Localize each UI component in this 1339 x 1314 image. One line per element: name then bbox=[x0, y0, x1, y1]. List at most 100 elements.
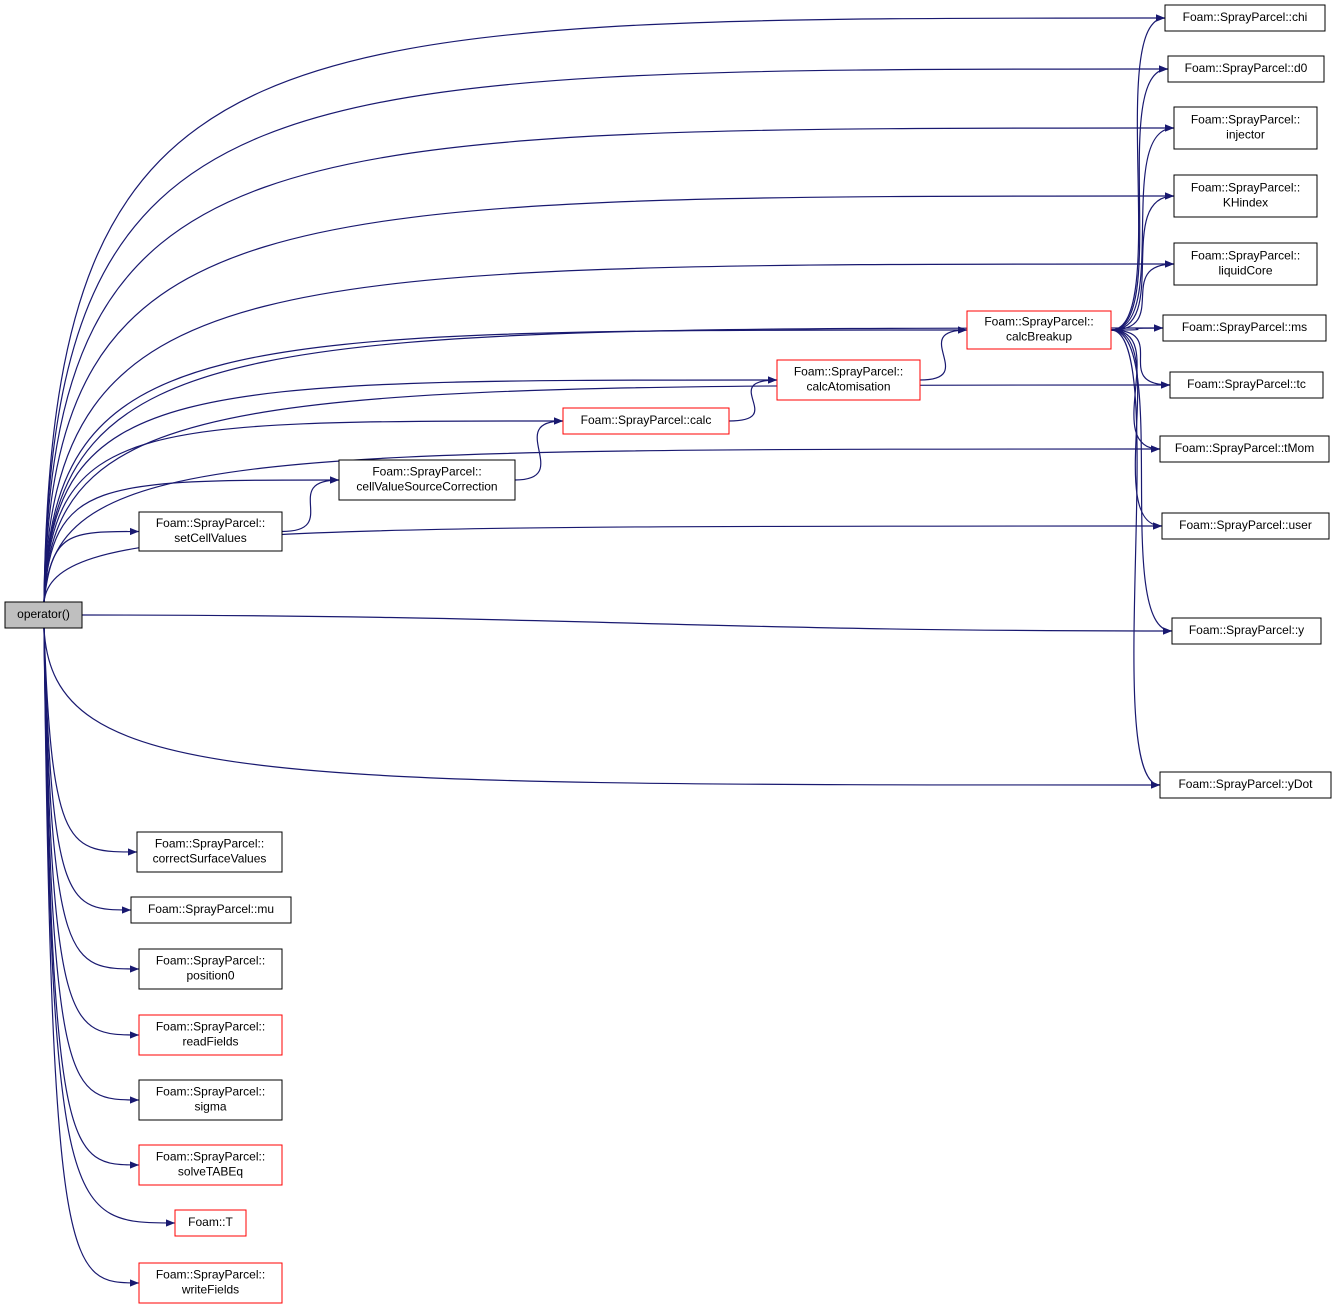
edge bbox=[43, 260, 1175, 603]
node-label: injector bbox=[1226, 128, 1265, 142]
edge bbox=[81, 614, 1173, 635]
node-box bbox=[1161, 512, 1330, 540]
edge bbox=[43, 445, 1161, 603]
node-box bbox=[136, 831, 283, 873]
node-label: Foam::SprayParcel::user bbox=[1179, 518, 1312, 532]
node-label: calcAtomisation bbox=[806, 380, 890, 394]
node-label: Foam::SprayParcel::y bbox=[1189, 623, 1304, 637]
edge bbox=[43, 14, 1166, 603]
node-box bbox=[1167, 55, 1325, 83]
node-box bbox=[138, 511, 283, 552]
node: Foam::SprayParcel::cellValueSourceCorrec… bbox=[338, 459, 516, 501]
node-box bbox=[174, 1209, 247, 1237]
node-box bbox=[130, 896, 292, 924]
edge bbox=[1110, 192, 1175, 331]
node-label: Foam::SprayParcel:: bbox=[156, 1085, 265, 1099]
edge bbox=[43, 627, 140, 1287]
node-label: Foam::SprayParcel::tc bbox=[1187, 377, 1306, 391]
node-box bbox=[562, 407, 730, 435]
node-label: readFields bbox=[182, 1035, 238, 1049]
node-box bbox=[1162, 314, 1327, 342]
node: Foam::SprayParcel::chi bbox=[1164, 4, 1326, 32]
node-label: Foam::SprayParcel::ms bbox=[1182, 320, 1307, 334]
edge bbox=[919, 326, 968, 381]
edge bbox=[43, 192, 1175, 603]
node-label: Foam::SprayParcel::tMom bbox=[1175, 441, 1314, 455]
node-label: liquidCore bbox=[1218, 264, 1272, 278]
node: Foam::SprayParcel::setCellValues bbox=[138, 511, 283, 552]
node-label: sigma bbox=[194, 1100, 226, 1114]
node-box bbox=[138, 1262, 283, 1304]
node-box bbox=[1173, 174, 1318, 218]
edge bbox=[1110, 324, 1164, 332]
node-label: Foam::SprayParcel::yDot bbox=[1178, 777, 1313, 791]
edge bbox=[1110, 260, 1175, 331]
node-box bbox=[1173, 242, 1318, 286]
node-label: Foam::SprayParcel:: bbox=[156, 1020, 265, 1034]
node-box bbox=[138, 1144, 283, 1186]
node-label: Foam::SprayParcel:: bbox=[372, 465, 481, 479]
edge bbox=[43, 376, 778, 603]
edge bbox=[43, 627, 176, 1227]
node: Foam::SprayParcel::writeFields bbox=[138, 1262, 283, 1304]
node-label: calcBreakup bbox=[1006, 330, 1072, 344]
node: Foam::SprayParcel::tMom bbox=[1159, 435, 1330, 463]
node-label: Foam::SprayParcel:: bbox=[1191, 249, 1300, 263]
node-box bbox=[1159, 435, 1330, 463]
node: Foam::SprayParcel::calc bbox=[562, 407, 730, 435]
node-label: operator() bbox=[17, 607, 70, 621]
node: Foam::SprayParcel::solveTABEq bbox=[138, 1144, 283, 1186]
node-box bbox=[1171, 617, 1322, 645]
node-label: Foam::SprayParcel:: bbox=[984, 315, 1093, 329]
node: Foam::SprayParcel::y bbox=[1171, 617, 1322, 645]
node-label: correctSurfaceValues bbox=[153, 852, 267, 866]
node: Foam::SprayParcel::ms bbox=[1162, 314, 1327, 342]
node: Foam::SprayParcel::sigma bbox=[138, 1079, 283, 1121]
edge bbox=[43, 324, 1164, 603]
node: Foam::SprayParcel::tc bbox=[1169, 371, 1324, 399]
edge bbox=[43, 476, 340, 603]
edge bbox=[43, 627, 140, 973]
edge bbox=[728, 376, 778, 422]
node-label: KHindex bbox=[1223, 196, 1268, 210]
node-box bbox=[966, 310, 1112, 350]
node: Foam::T bbox=[174, 1209, 247, 1237]
edge bbox=[43, 527, 140, 603]
node-box bbox=[138, 948, 283, 990]
edge bbox=[1110, 329, 1173, 635]
node: Foam::SprayParcel::user bbox=[1161, 512, 1330, 540]
edge bbox=[43, 65, 1169, 603]
node: operator() bbox=[4, 601, 83, 629]
edge bbox=[1110, 14, 1166, 331]
node-box bbox=[338, 459, 516, 501]
edge bbox=[281, 476, 340, 533]
node: Foam::SprayParcel::liquidCore bbox=[1173, 242, 1318, 286]
node-box bbox=[1159, 771, 1332, 799]
node: Foam::SprayParcel::correctSurfaceValues bbox=[136, 831, 283, 873]
edge bbox=[43, 326, 968, 603]
node-label: writeFields bbox=[181, 1283, 239, 1297]
node-label: setCellValues bbox=[174, 531, 246, 545]
node-label: Foam::SprayParcel:: bbox=[156, 1268, 265, 1282]
node-label: Foam::SprayParcel:: bbox=[794, 365, 903, 379]
node-label: Foam::SprayParcel:: bbox=[155, 837, 264, 851]
edge bbox=[43, 627, 1161, 789]
edge bbox=[1110, 329, 1171, 389]
nodes: operator() Foam::SprayParcel::chiFoam::Sp… bbox=[4, 4, 1332, 1304]
node: Foam::SprayParcel::readFields bbox=[138, 1014, 283, 1056]
edge bbox=[1110, 65, 1169, 331]
node-box bbox=[1164, 4, 1326, 32]
node-box bbox=[1173, 106, 1318, 150]
node-label: Foam::SprayParcel:: bbox=[156, 1150, 265, 1164]
node: Foam::SprayParcel::yDot bbox=[1159, 771, 1332, 799]
edge bbox=[1110, 329, 1161, 789]
node: Foam::SprayParcel::injector bbox=[1173, 106, 1318, 150]
node: Foam::SprayParcel::position0 bbox=[138, 948, 283, 990]
edge bbox=[1110, 329, 1161, 453]
node-label: Foam::T bbox=[188, 1215, 233, 1229]
node-label: cellValueSourceCorrection bbox=[356, 480, 497, 494]
edge bbox=[43, 627, 140, 1039]
node-label: position0 bbox=[186, 969, 234, 983]
